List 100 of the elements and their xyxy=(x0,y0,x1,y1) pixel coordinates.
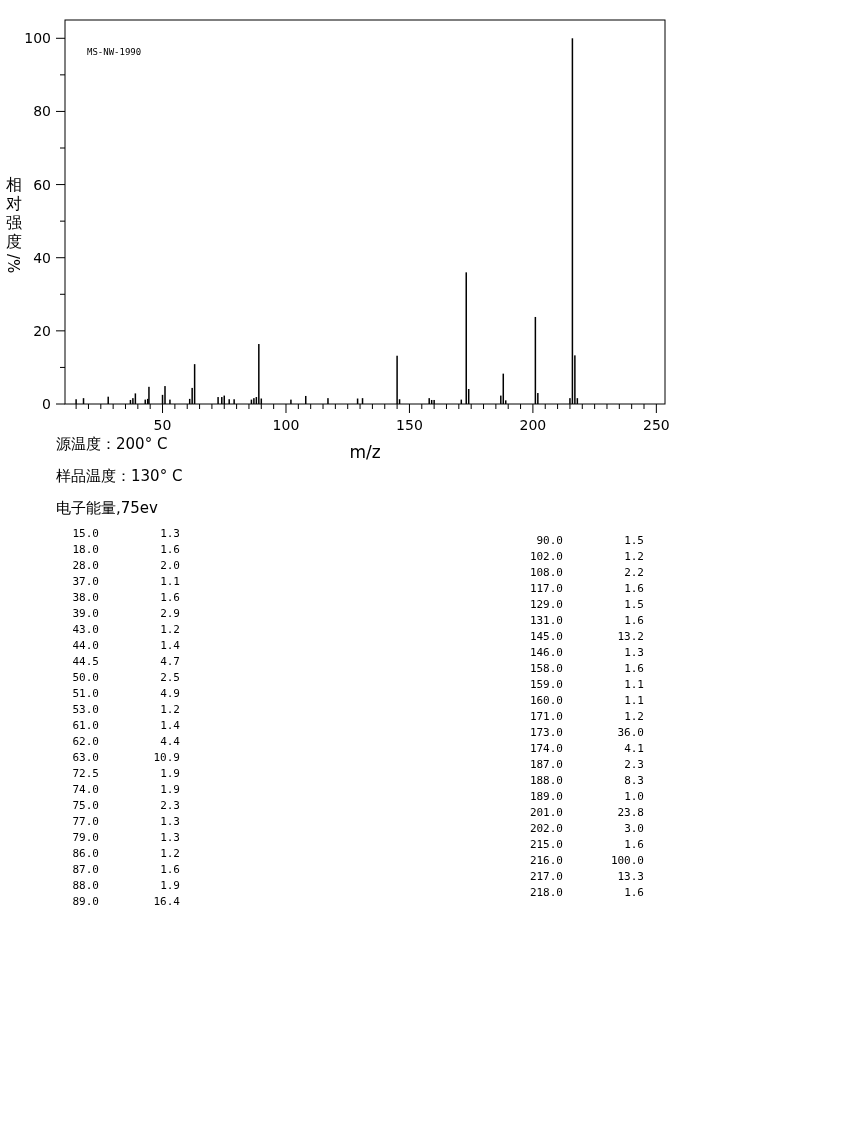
text: 90.0 xyxy=(536,534,563,547)
text: 1.1 xyxy=(624,694,644,707)
text: 1.6 xyxy=(624,886,644,899)
text: 15.0 xyxy=(72,527,99,540)
text: 50.0 xyxy=(72,671,99,684)
text: 1.6 xyxy=(624,582,644,595)
text: 159.0 xyxy=(529,678,563,691)
text: 10.9 xyxy=(153,751,180,764)
text: 87.0 xyxy=(72,863,99,876)
x-tick-label: 100 xyxy=(272,417,300,433)
text: 1.6 xyxy=(160,543,180,556)
text: 215.0 xyxy=(529,838,563,851)
text: 样品温度：130° C xyxy=(56,467,183,485)
text: 1.1 xyxy=(624,678,644,691)
text: 43.0 xyxy=(72,623,99,636)
y-tick-label: 40 xyxy=(33,249,51,266)
text: 1.2 xyxy=(160,623,180,636)
text: 1.9 xyxy=(160,783,180,796)
text: 63.0 xyxy=(72,751,99,764)
text: 2.5 xyxy=(160,671,180,684)
y-tick-label: 100 xyxy=(24,30,51,47)
text: 13.2 xyxy=(617,630,644,643)
text: 1.0 xyxy=(624,790,644,803)
text: 201.0 xyxy=(529,806,563,819)
text: 146.0 xyxy=(529,646,563,659)
y-axis-title: 相对强度/% xyxy=(4,175,22,274)
text: 16.4 xyxy=(153,895,181,908)
text: 174.0 xyxy=(529,742,563,755)
text: 74.0 xyxy=(72,783,99,796)
text: 173.0 xyxy=(529,726,563,739)
text: 36.0 xyxy=(617,726,644,739)
text: 3.0 xyxy=(624,822,644,835)
text: 1.5 xyxy=(624,534,644,547)
text: 2.3 xyxy=(160,799,180,812)
text: 8.3 xyxy=(624,774,644,787)
text: 218.0 xyxy=(529,886,563,899)
text: 37.0 xyxy=(72,575,99,588)
text: 1.2 xyxy=(624,710,644,723)
annotation: MS-NW-1990 xyxy=(87,47,142,57)
text: 电子能量,75ev xyxy=(56,499,159,517)
text: 1.6 xyxy=(624,614,644,627)
text: 1.4 xyxy=(160,639,181,652)
text: 4.1 xyxy=(624,742,644,755)
text: 158.0 xyxy=(529,662,563,675)
text: 1.3 xyxy=(624,646,644,659)
x-tick-label: 50 xyxy=(153,417,172,433)
text: 28.0 xyxy=(72,559,99,572)
text: 1.2 xyxy=(160,847,180,860)
text: 72.5 xyxy=(72,767,99,780)
text: 100.0 xyxy=(610,854,644,867)
x-tick-label: 200 xyxy=(519,417,547,433)
text: 2.9 xyxy=(160,607,180,620)
text: 1.5 xyxy=(624,598,644,611)
text: 1.6 xyxy=(160,863,180,876)
text: 187.0 xyxy=(529,758,563,771)
x-tick-label: 250 xyxy=(642,417,670,433)
text: 171.0 xyxy=(529,710,563,723)
text: 189.0 xyxy=(529,790,563,803)
text: 4.9 xyxy=(160,687,180,700)
text: 188.0 xyxy=(529,774,563,787)
text: 1.6 xyxy=(624,662,644,675)
text: 44.5 xyxy=(72,655,99,668)
text: 202.0 xyxy=(529,822,563,835)
text: 131.0 xyxy=(529,614,563,627)
text: 129.0 xyxy=(529,598,563,611)
text: 1.6 xyxy=(624,838,644,851)
x-tick-label: 150 xyxy=(396,417,423,433)
text: 217.0 xyxy=(529,870,563,883)
text: 1.2 xyxy=(624,550,644,563)
text: 2.3 xyxy=(624,758,644,771)
text: 86.0 xyxy=(72,847,99,860)
y-tick-label: 80 xyxy=(33,103,51,120)
text: 1.1 xyxy=(160,575,180,588)
text: 75.0 xyxy=(72,799,99,812)
text: 102.0 xyxy=(529,550,563,563)
text: 1.3 xyxy=(160,815,180,828)
text: 216.0 xyxy=(529,854,563,867)
text: 18.0 xyxy=(72,543,99,556)
text: 1.9 xyxy=(160,879,180,892)
text: 1.3 xyxy=(160,527,180,540)
text: 79.0 xyxy=(72,831,99,844)
text: 117.0 xyxy=(529,582,563,595)
x-axis-title: m/z xyxy=(349,442,381,462)
text: 88.0 xyxy=(72,879,99,892)
y-tick-label: 20 xyxy=(33,322,51,339)
text: 1.3 xyxy=(160,831,180,844)
text: 1.9 xyxy=(160,767,180,780)
text: 160.0 xyxy=(529,694,563,707)
text: 44.0 xyxy=(72,639,99,652)
text: 39.0 xyxy=(72,607,99,620)
text: 53.0 xyxy=(72,703,99,716)
text: 13.3 xyxy=(617,870,644,883)
text: 4.7 xyxy=(160,655,180,668)
y-tick-label: 60 xyxy=(33,176,51,193)
text: 1.6 xyxy=(160,591,180,604)
text: 62.0 xyxy=(72,735,99,748)
y-tick-label: 0 xyxy=(42,396,51,412)
text: 源温度：200° C xyxy=(56,435,168,453)
text: 2.2 xyxy=(624,566,644,579)
text: 61.0 xyxy=(72,719,99,732)
